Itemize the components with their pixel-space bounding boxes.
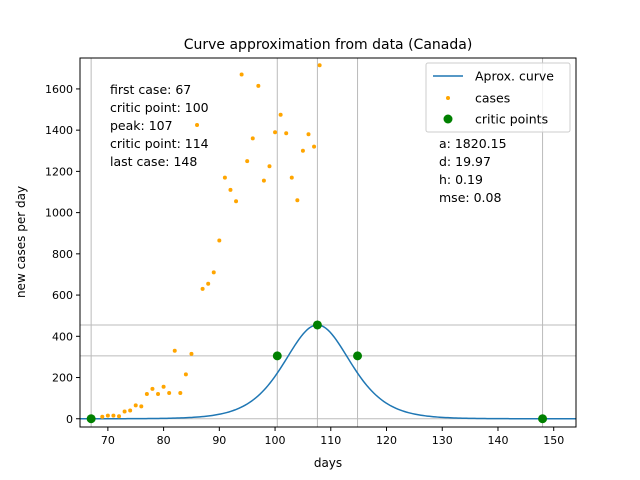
case-point [111, 413, 116, 418]
case-point [183, 372, 188, 377]
critic-point [86, 414, 96, 424]
annotation-left-line: peak: 107 [110, 118, 173, 133]
case-point [172, 348, 177, 353]
legend-marker-swatch [443, 114, 453, 124]
annotation-left-line: critic point: 114 [110, 136, 209, 151]
legend-label: Aprox. curve [475, 69, 554, 84]
x-tick-label: 120 [376, 434, 397, 447]
case-point [150, 386, 155, 391]
case-point [156, 392, 161, 397]
case-point [278, 112, 283, 117]
y-tick-label: 1400 [45, 124, 73, 137]
legend-label: cases [475, 91, 510, 106]
case-point [228, 187, 233, 192]
case-point [239, 72, 244, 77]
case-point [206, 281, 211, 286]
x-tick-label: 150 [543, 434, 564, 447]
annotation-right-line: h: 0.19 [439, 172, 483, 187]
y-tick-label: 400 [52, 330, 73, 343]
case-point [117, 414, 122, 419]
case-point [128, 408, 133, 413]
case-point [267, 164, 272, 169]
case-point [312, 144, 317, 149]
case-point [100, 414, 105, 419]
x-axis-ticks: 70 80 90 100 110 120 130 140 150 [101, 427, 564, 447]
case-point [200, 286, 205, 291]
critic-point [353, 351, 363, 361]
y-tick-label: 1600 [45, 83, 73, 96]
case-point [234, 199, 239, 204]
annotation-right-line: d: 19.97 [439, 154, 491, 169]
plot-frame [79, 57, 577, 428]
case-point [105, 413, 110, 418]
approximation-curve-line [79, 324, 576, 420]
case-point [217, 238, 222, 243]
case-point [273, 130, 278, 135]
annotation-right-line: mse: 0.08 [439, 190, 501, 205]
legend-label: critic points [475, 112, 548, 127]
plot-area [79, 57, 577, 428]
y-tick-label: 200 [52, 372, 73, 385]
case-point [178, 390, 183, 395]
y-tick-label: 800 [52, 248, 73, 261]
case-point [300, 148, 305, 153]
case-point [261, 178, 266, 183]
critic-points-layer [86, 320, 548, 424]
case-point [284, 131, 289, 136]
case-point [256, 83, 261, 88]
x-tick-label: 110 [320, 434, 341, 447]
critic-point [272, 351, 282, 361]
y-axis-ticks: 0 200 400 600 800 1000 1200 1400 1600 [45, 83, 80, 426]
case-point [250, 136, 255, 141]
annotation-left-line: critic point: 100 [110, 100, 209, 115]
y-tick-label: 1000 [45, 207, 73, 220]
case-point [317, 63, 322, 68]
cases-points-layer [89, 63, 322, 420]
y-tick-label: 600 [52, 289, 73, 302]
annotation-block-left: first case: 67 critic point: 100 peak: 107… [110, 82, 209, 169]
case-point [211, 270, 216, 275]
x-tick-label: 90 [212, 434, 226, 447]
critic-point [538, 414, 548, 424]
x-axis-label: days [314, 456, 342, 470]
case-point [295, 198, 300, 203]
annotation-right-line: a: 1820.15 [439, 136, 507, 151]
legend-dot-swatch [446, 96, 450, 100]
y-tick-label: 1200 [45, 165, 73, 178]
case-point [189, 351, 194, 356]
case-point [144, 392, 149, 397]
y-tick-label: 0 [66, 413, 73, 426]
case-point [289, 175, 294, 180]
case-point [222, 175, 227, 180]
case-point [167, 390, 172, 395]
annotation-left-line: first case: 67 [110, 82, 191, 97]
chart-title: Curve approximation from data (Canada) [184, 37, 473, 53]
critic-point [312, 320, 322, 330]
x-tick-label: 130 [432, 434, 453, 447]
approximation-curve-layer [79, 324, 576, 420]
case-point [245, 159, 250, 164]
case-point [133, 403, 138, 408]
legend-box [425, 62, 571, 133]
x-tick-label: 140 [487, 434, 508, 447]
y-axis-label: new cases per day [14, 186, 28, 298]
case-point [195, 122, 200, 127]
case-point [122, 409, 127, 414]
case-point [161, 384, 166, 389]
legend: Aprox. curve cases critic points [425, 62, 571, 133]
case-point [306, 132, 311, 137]
annotation-block-right: a: 1820.15 d: 19.97 h: 0.19 mse: 0.08 [439, 136, 507, 205]
x-tick-label: 70 [101, 434, 115, 447]
x-tick-label: 80 [157, 434, 171, 447]
annotation-left-line: last case: 148 [110, 154, 197, 169]
case-point [139, 404, 144, 409]
x-tick-label: 100 [265, 434, 286, 447]
